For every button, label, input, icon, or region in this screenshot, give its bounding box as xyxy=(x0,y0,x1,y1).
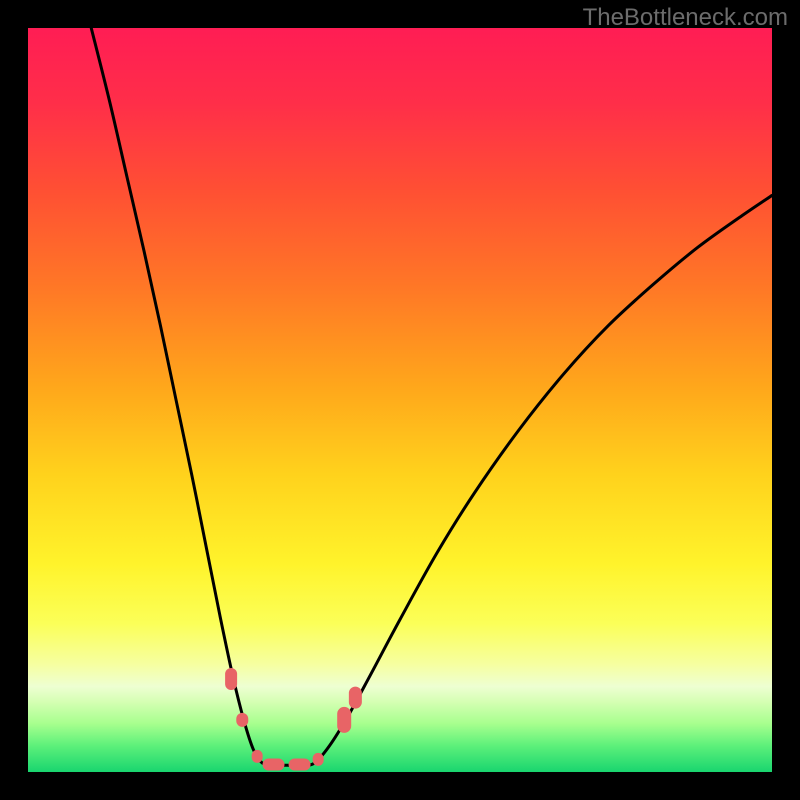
chart-stage: TheBottleneck.com xyxy=(0,0,800,800)
data-marker xyxy=(313,753,324,766)
bottleneck-chart xyxy=(0,0,800,800)
data-marker xyxy=(289,759,311,771)
data-marker xyxy=(337,707,351,733)
data-marker xyxy=(225,668,237,690)
data-marker xyxy=(252,750,263,763)
data-marker xyxy=(349,687,362,709)
gradient-background xyxy=(28,28,772,772)
data-marker xyxy=(263,759,285,771)
plot-area xyxy=(28,28,772,772)
data-marker xyxy=(236,713,248,727)
